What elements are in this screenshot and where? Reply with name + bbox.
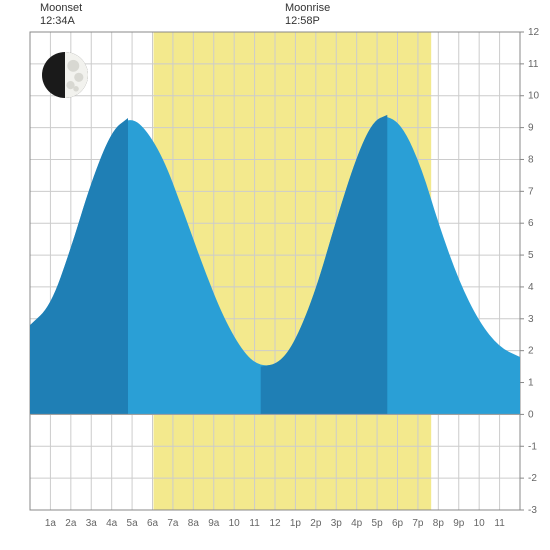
svg-text:10: 10: [474, 518, 486, 529]
svg-text:7p: 7p: [412, 518, 424, 529]
svg-text:10: 10: [528, 91, 540, 102]
moon-phase-icon: [42, 52, 88, 98]
svg-text:4p: 4p: [351, 518, 363, 529]
svg-text:-2: -2: [528, 473, 537, 484]
moonset-time: 12:34A: [40, 15, 82, 28]
svg-text:1: 1: [528, 378, 534, 389]
svg-text:7: 7: [528, 186, 534, 197]
svg-text:9p: 9p: [453, 518, 465, 529]
svg-text:8a: 8a: [188, 518, 200, 529]
svg-text:1a: 1a: [45, 518, 57, 529]
svg-text:6p: 6p: [392, 518, 404, 529]
svg-text:4a: 4a: [106, 518, 118, 529]
svg-text:6: 6: [528, 218, 534, 229]
svg-text:12: 12: [269, 518, 281, 529]
moonrise-title: Moonrise: [285, 2, 330, 15]
svg-text:1p: 1p: [290, 518, 302, 529]
svg-text:9: 9: [528, 123, 534, 134]
svg-text:2p: 2p: [310, 518, 322, 529]
svg-text:5a: 5a: [127, 518, 139, 529]
svg-text:0: 0: [528, 409, 534, 420]
moonrise-label: Moonrise 12:58P: [285, 2, 330, 28]
svg-text:11: 11: [249, 518, 260, 529]
svg-text:11: 11: [494, 518, 505, 529]
moonrise-time: 12:58P: [285, 15, 330, 28]
svg-text:8: 8: [528, 154, 534, 165]
moonset-title: Moonset: [40, 2, 82, 15]
svg-text:2: 2: [528, 346, 534, 357]
svg-text:3a: 3a: [86, 518, 98, 529]
svg-text:10: 10: [229, 518, 241, 529]
svg-text:11: 11: [528, 59, 539, 70]
svg-text:3: 3: [528, 314, 534, 325]
svg-text:2a: 2a: [65, 518, 77, 529]
svg-text:6a: 6a: [147, 518, 159, 529]
svg-text:5p: 5p: [372, 518, 384, 529]
svg-text:9a: 9a: [208, 518, 220, 529]
svg-text:4: 4: [528, 282, 534, 293]
svg-text:5: 5: [528, 250, 534, 261]
svg-text:-1: -1: [528, 441, 537, 452]
svg-text:8p: 8p: [433, 518, 445, 529]
moonset-label: Moonset 12:34A: [40, 2, 82, 28]
svg-text:-3: -3: [528, 505, 537, 516]
top-labels: Moonset 12:34A Moonrise 12:58P: [0, 2, 550, 30]
svg-text:7a: 7a: [167, 518, 179, 529]
svg-text:3p: 3p: [331, 518, 343, 529]
tide-chart-container: Moonset 12:34A Moonrise 12:58P -3-2-1012…: [0, 0, 550, 550]
